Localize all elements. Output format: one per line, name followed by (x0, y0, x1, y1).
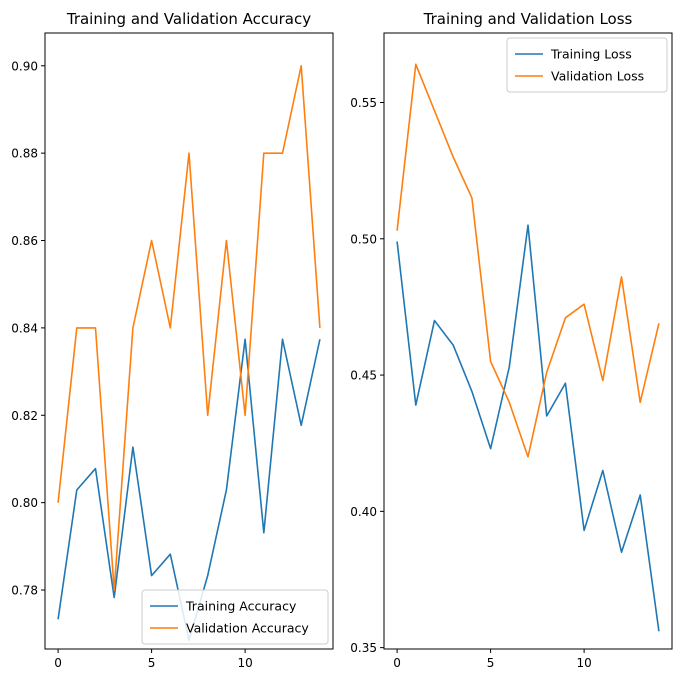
x-tick-label: 5 (487, 656, 495, 670)
y-tick-label: 0.78 (11, 584, 38, 598)
y-tick-label: 0.50 (350, 232, 377, 246)
chart-title: Training and Validation Accuracy (66, 10, 311, 28)
legend-label: Training Loss (550, 47, 632, 62)
y-tick-label: 0.90 (11, 59, 38, 73)
x-tick-label: 10 (237, 656, 252, 670)
x-tick-label: 0 (54, 656, 62, 670)
axes-frame (383, 32, 673, 650)
y-tick-label: 0.86 (11, 234, 38, 248)
x-tick-label: 10 (576, 656, 591, 670)
y-tick-label: 0.84 (11, 321, 38, 335)
legend: Training Accuracy Validation Accuracy (141, 589, 329, 645)
y-tick-label: 0.82 (11, 409, 38, 423)
x-tick-label: 0 (393, 656, 401, 670)
series-line-validation-loss (396, 63, 660, 458)
y-tick-label: 0.45 (350, 369, 377, 383)
series-line-validation-accuracy (57, 64, 321, 591)
y-tick-label: 0.40 (350, 505, 377, 519)
legend-box (506, 37, 668, 93)
y-tick-label: 0.35 (350, 641, 377, 655)
y-tick-label: 0.88 (11, 147, 38, 161)
series-line-training-loss (396, 224, 660, 632)
y-tick-label: 0.80 (11, 496, 38, 510)
axes-frame (44, 32, 334, 650)
legend: Training Loss Validation Loss (506, 37, 668, 93)
chart-title: Training and Validation Loss (423, 10, 633, 28)
legend-label: Validation Accuracy (186, 621, 309, 636)
accuracy-chart: Training and Validation Accuracy 0 5 10 0.78… (11, 10, 334, 670)
loss-chart: Training and Validation Loss 0 5 10 0.35 0.40… (350, 10, 673, 670)
legend-label: Training Accuracy (185, 599, 297, 614)
legend-label: Validation Loss (551, 69, 644, 84)
legend-box (141, 589, 329, 645)
x-tick-label: 5 (148, 656, 156, 670)
y-tick-label: 0.55 (350, 96, 377, 110)
